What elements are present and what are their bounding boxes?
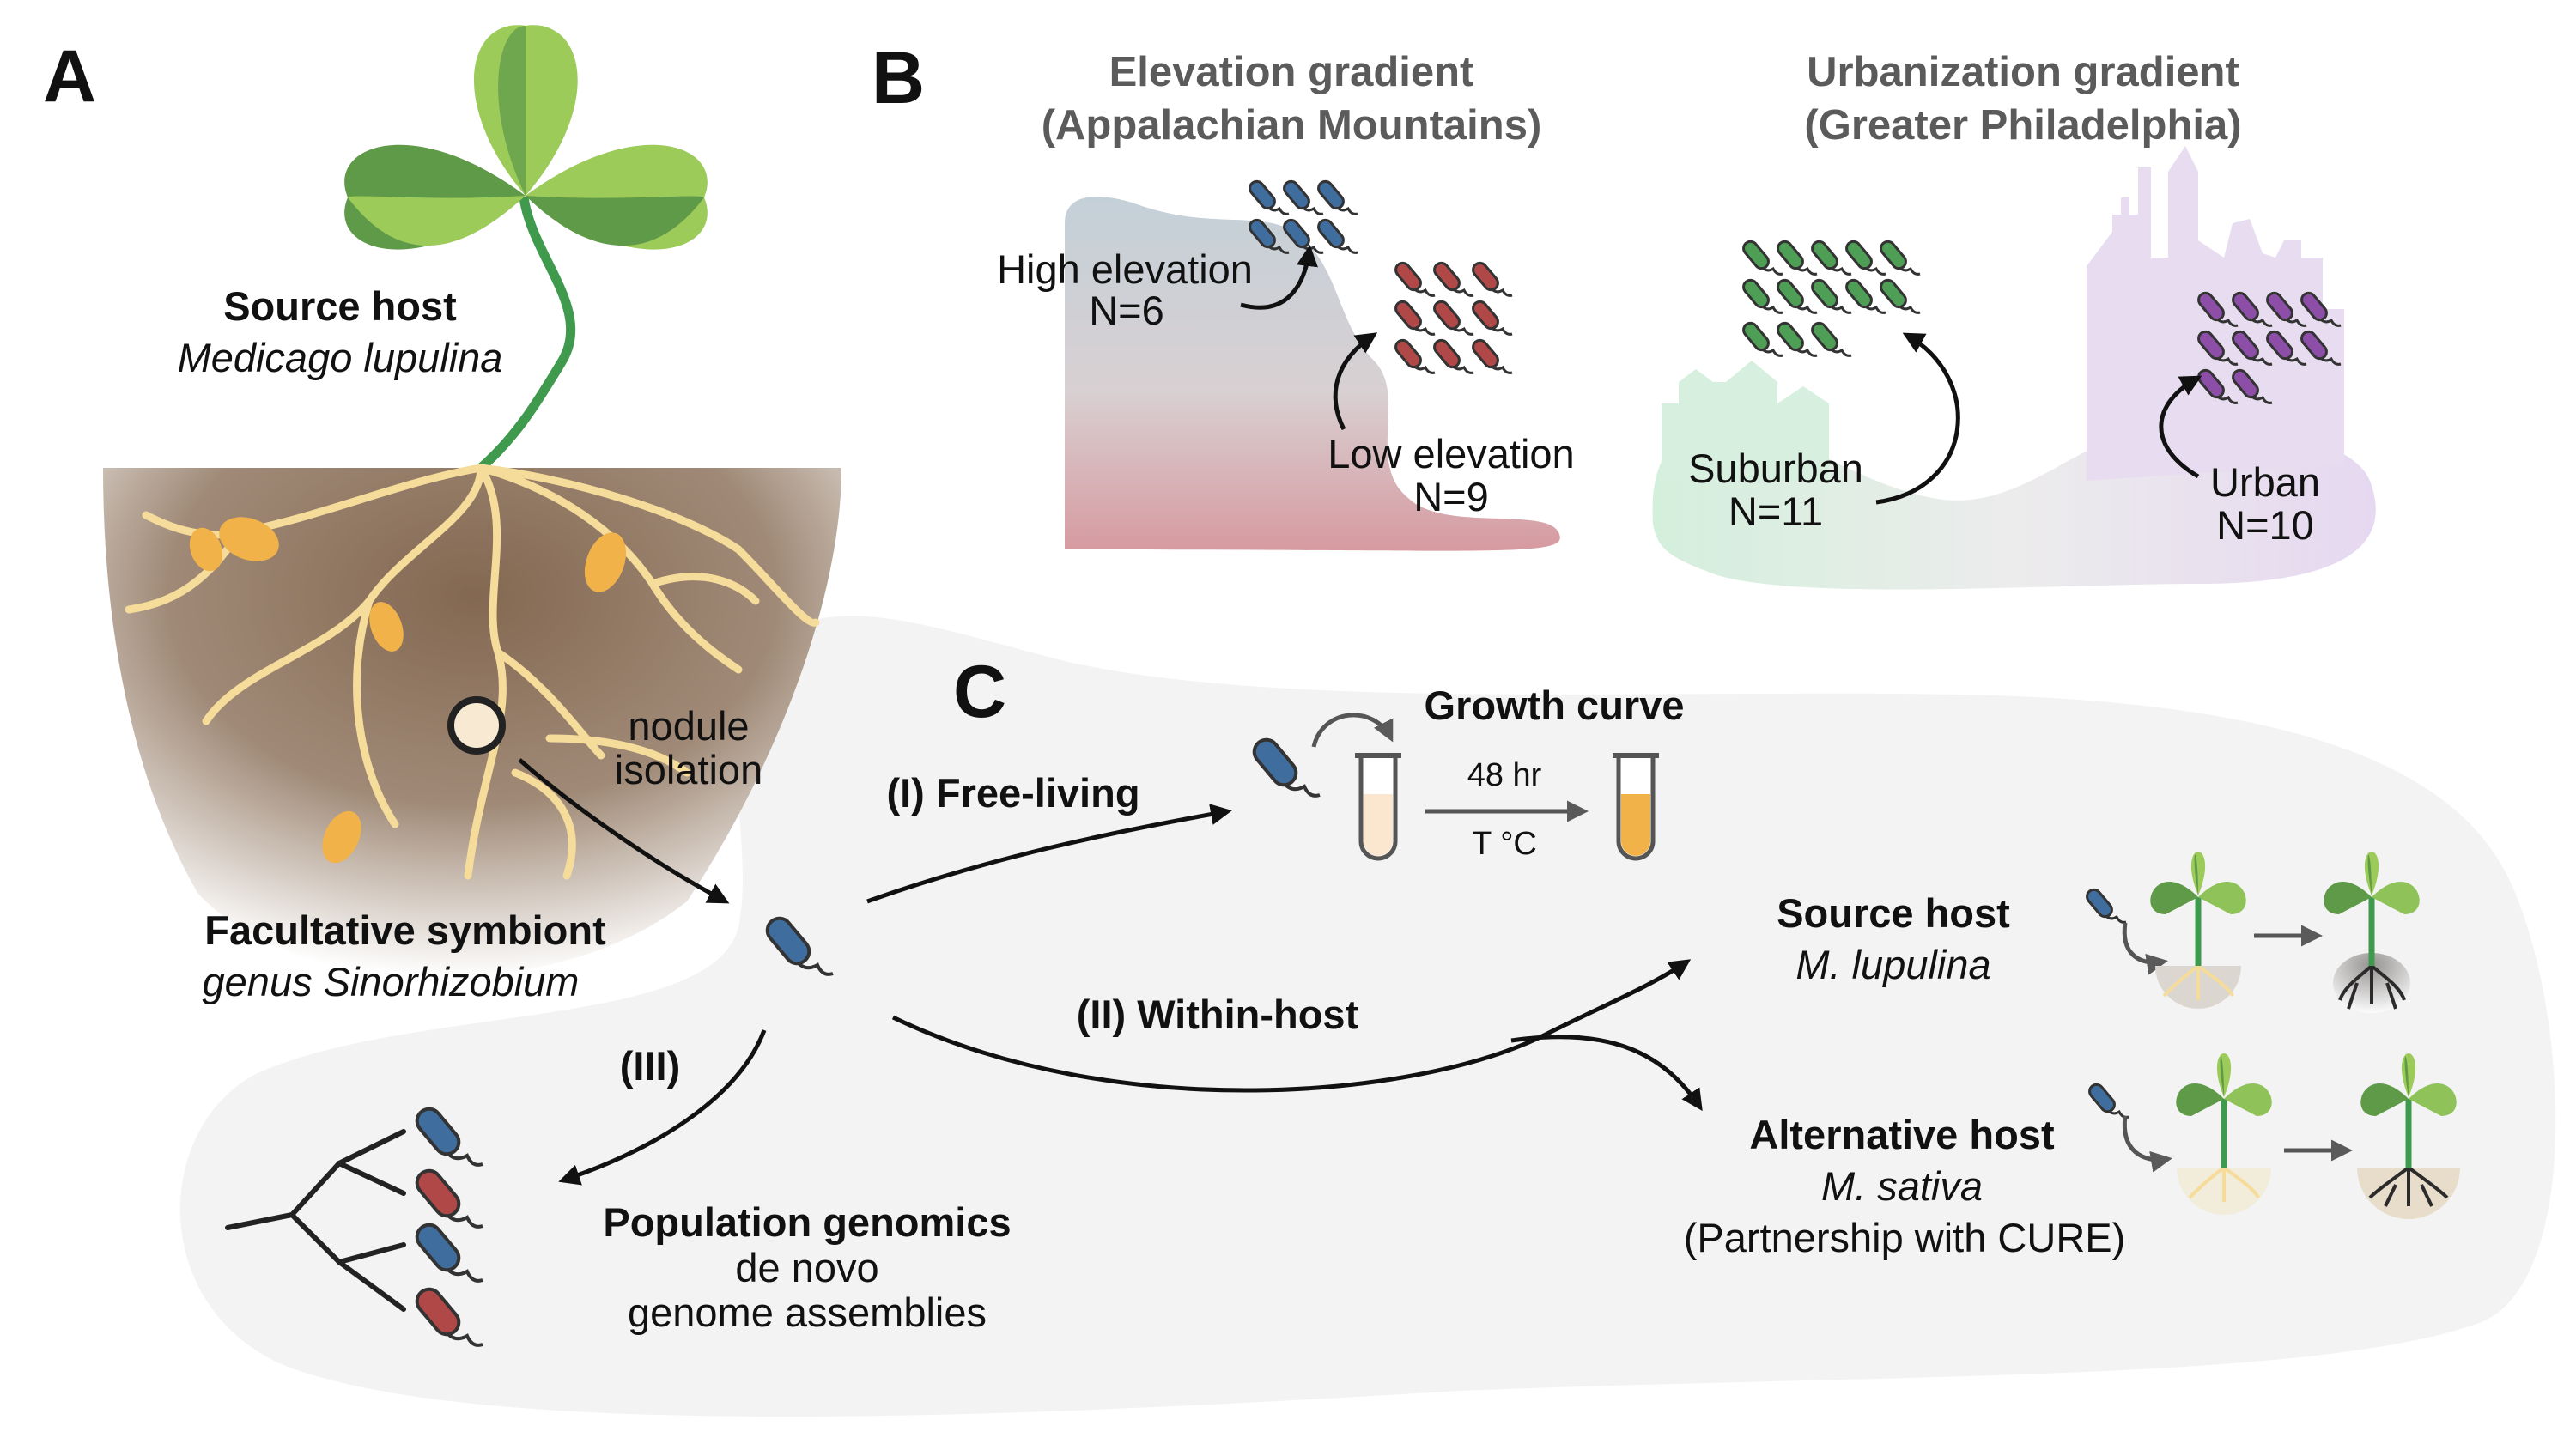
low-elevation-bacteria [1391, 258, 1514, 374]
alt-assay-inoculation [2122, 1115, 2172, 1173]
high-elevation-n: N=6 [1089, 288, 1164, 333]
suburban-n: N=11 [1728, 488, 1823, 534]
source-host-c-species: M. lupulina [1795, 942, 1990, 987]
low-elevation-n: N=9 [1413, 474, 1489, 519]
panel-c-background [179, 616, 2556, 1417]
elevation-title-line2: (Appalachian Mountains) [1042, 102, 1542, 149]
growth-inoculation-arrow [1311, 713, 1394, 748]
panel-label-b: B [872, 37, 925, 119]
within-host-label: (II) Within-host [1077, 992, 1359, 1037]
genomics-branch-label: (III) [620, 1043, 680, 1089]
isolated-nodule [447, 696, 506, 755]
clover-stem [477, 197, 576, 472]
source-host-title: Source host [223, 283, 457, 329]
within-host-arrow-alternative [1510, 1035, 1703, 1112]
high-elevation-arrow [1240, 245, 1318, 310]
tube-before [1355, 753, 1401, 861]
symbiont-genus: genus Sinorhizobium [203, 959, 580, 1004]
symbiont-title: Facultative symbiont [204, 907, 606, 953]
growth-curve-title: Growth curve [1425, 683, 1685, 728]
urban-title-line1: Urbanization gradient [1807, 49, 2239, 95]
source-host-c-title: Source host [1777, 890, 2010, 936]
genomics-title: Population genomics [603, 1199, 1011, 1245]
low-elevation-arrow [1333, 332, 1378, 431]
urban-label: Urban [2210, 459, 2320, 505]
source-assay-inoculation [2122, 922, 2168, 975]
tube-after [1613, 753, 1659, 861]
genomics-arrow [558, 1029, 767, 1186]
source-host-species: Medicago lupulina [178, 335, 503, 380]
panel-label-c: C [953, 651, 1006, 733]
panel-label-a: A [43, 35, 96, 118]
alt-host-title: Alternative host [1749, 1112, 2055, 1157]
urban-n: N=10 [2216, 502, 2314, 548]
source-seedling-after [2324, 852, 2419, 1013]
phylogenetic-tree [225, 1129, 406, 1312]
alt-host-species: M. sativa [1821, 1163, 1983, 1209]
nodule-label-line1: nodule [628, 703, 749, 749]
suburb-houses [1662, 361, 1829, 481]
urban-arrow [2159, 375, 2202, 479]
elevation-title-line1: Elevation gradient [1109, 49, 1474, 95]
alt-seedling-after [2357, 1053, 2460, 1219]
suburban-label: Suburban [1688, 446, 1863, 491]
incubation-time: 48 hr [1467, 757, 1542, 793]
root-nodules [189, 517, 627, 864]
nodule-label-line2: isolation [615, 747, 762, 792]
genomics-line3: genome assemblies [628, 1289, 987, 1335]
free-living-label: (I) Free-living [886, 770, 1139, 816]
urban-title-line2: (Greater Philadelphia) [1804, 102, 2241, 149]
clover-leaves [344, 25, 708, 250]
within-host-arrow-source [891, 959, 1692, 1093]
genomics-line2: de novo [735, 1245, 878, 1290]
free-living-arrow [866, 804, 1232, 904]
nodule-to-bacterium-arrow [518, 758, 730, 904]
high-elevation-bacteria [1245, 177, 1359, 254]
alt-host-note: (Partnership with CURE) [1684, 1215, 2126, 1260]
suburban-arrow [1875, 332, 1960, 505]
suburban-bacteria [1739, 237, 1922, 357]
root-system [125, 464, 820, 880]
high-elevation-label: High elevation [997, 246, 1253, 292]
mountain-shape [1065, 196, 1560, 551]
low-elevation-label: Low elevation [1327, 431, 1574, 476]
alt-seedling-before [2176, 1053, 2271, 1215]
incubation-temp: T °C [1472, 826, 1537, 862]
source-seedling-before [2150, 852, 2245, 1009]
